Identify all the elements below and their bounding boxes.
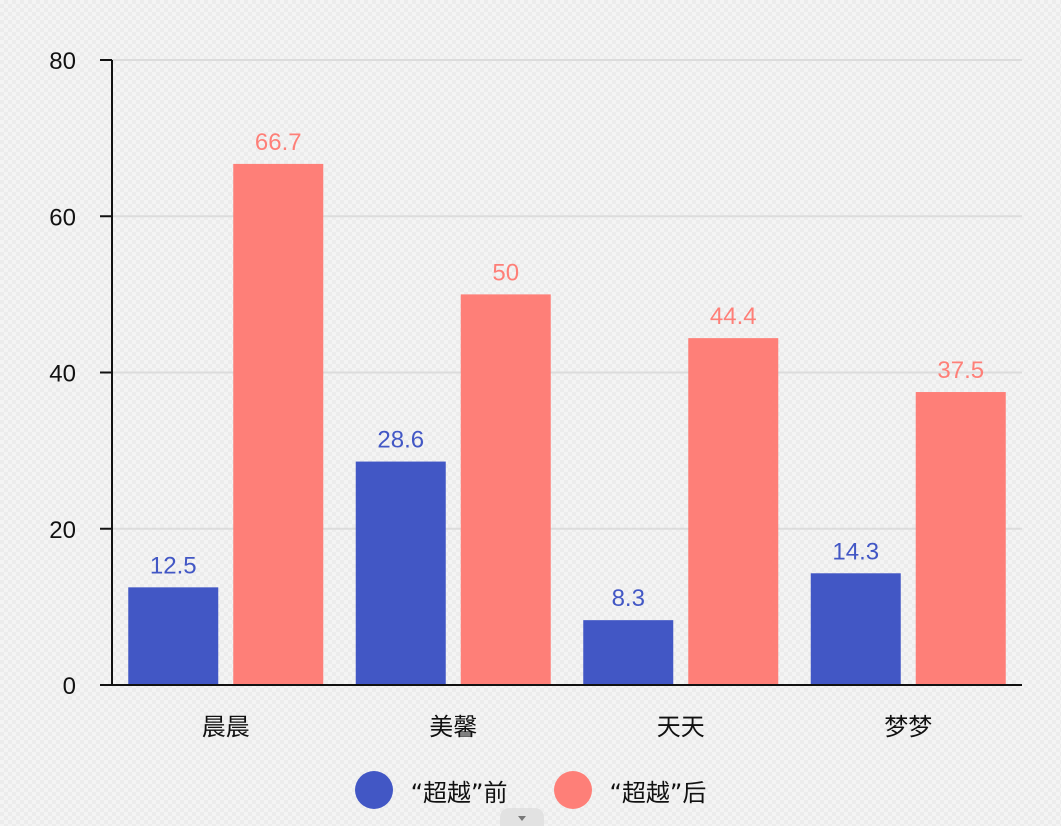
y-tick-label: 20 (49, 517, 76, 544)
data-label: 50 (492, 259, 519, 286)
y-tick-label: 0 (63, 673, 76, 700)
legend: “超越”前 “超越”后 (0, 764, 1061, 816)
data-label: 12.5 (150, 552, 197, 579)
data-label: 14.3 (832, 538, 879, 565)
x-tick-label: 天天 (657, 713, 705, 741)
bars (128, 163, 1006, 685)
bar-series-1-4[interactable] (810, 573, 901, 685)
scroll-down-button[interactable] (500, 808, 544, 826)
y-tick-label: 80 (49, 48, 76, 75)
axes (100, 60, 1022, 686)
legend-item-series-1[interactable]: “超越”前 (354, 771, 508, 809)
y-tick-label: 40 (49, 361, 76, 388)
legend-swatch-series-2 (553, 771, 592, 809)
bar-series-1-3[interactable] (583, 620, 674, 685)
data-label: 28.6 (377, 427, 424, 454)
data-label: 66.7 (255, 129, 302, 156)
x-tick-label: 梦梦 (884, 713, 932, 741)
y-tick-label: 60 (49, 204, 76, 231)
chevron-down-icon (518, 815, 526, 821)
x-tick-label: 晨晨 (202, 713, 250, 741)
legend-label-series-2: “超越”后 (609, 778, 707, 807)
bar-series-2-4[interactable] (915, 392, 1006, 685)
bar-series-1-2[interactable] (355, 461, 446, 685)
y-axis-ticks: 0 20 40 60 80 (49, 48, 112, 700)
x-tick-label: 美馨 (429, 713, 477, 741)
bar-series-2-3[interactable] (688, 338, 779, 685)
bar-series-2-2[interactable] (460, 294, 551, 685)
data-label: 44.4 (710, 303, 757, 330)
x-axis-ticks: 晨晨 美馨 天天 梦梦 (202, 713, 933, 741)
data-label: 8.3 (612, 585, 645, 612)
bar-series-2-1[interactable] (233, 163, 324, 685)
legend-swatch-series-1 (354, 771, 393, 809)
legend-label-series-1: “超越”前 (410, 778, 508, 807)
data-label: 37.5 (937, 357, 984, 384)
data-labels: 12.5 66.7 28.6 50 8.3 44.4 14.3 37.5 (150, 129, 984, 612)
legend-item-series-2[interactable]: “超越”后 (553, 771, 707, 809)
bar-series-1-1[interactable] (128, 587, 219, 685)
